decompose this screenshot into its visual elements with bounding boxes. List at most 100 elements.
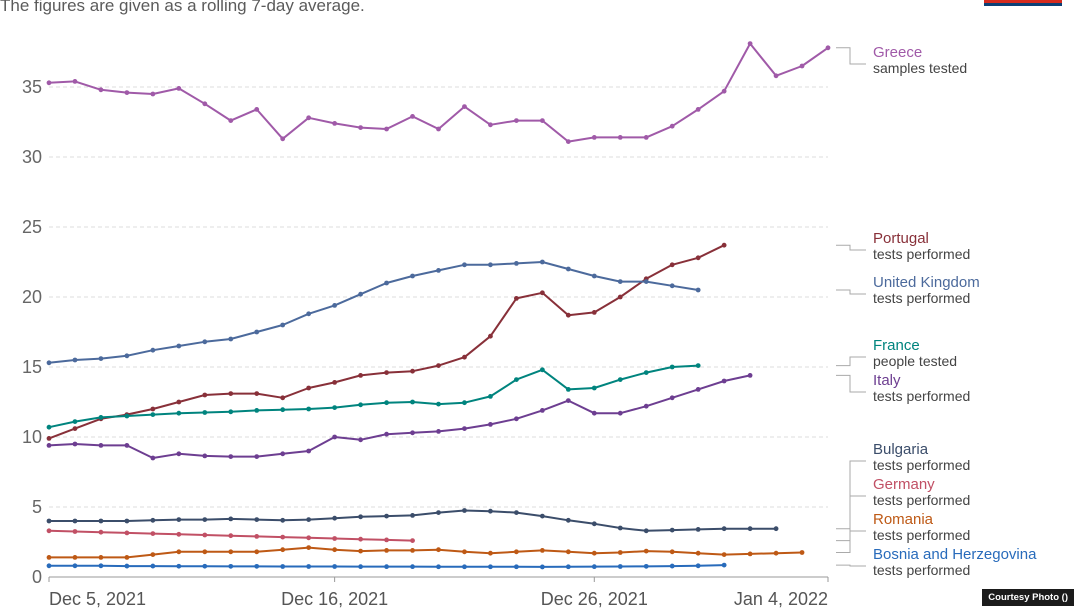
data-point bbox=[436, 401, 441, 407]
data-point bbox=[565, 266, 571, 272]
data-point bbox=[410, 273, 415, 279]
data-point bbox=[332, 380, 338, 385]
y-tick-label: 10 bbox=[22, 427, 42, 447]
data-point bbox=[591, 135, 597, 140]
legend-country-label: Bulgaria bbox=[873, 441, 929, 458]
data-point bbox=[46, 443, 52, 448]
data-point bbox=[358, 125, 363, 130]
data-point bbox=[254, 329, 260, 335]
data-point bbox=[410, 368, 415, 374]
legend-country-label: Bosnia and Herzegovina bbox=[873, 546, 1037, 563]
data-point bbox=[332, 434, 338, 440]
data-point bbox=[773, 73, 779, 79]
data-point bbox=[280, 451, 286, 457]
data-point bbox=[695, 255, 701, 261]
data-point bbox=[721, 552, 727, 557]
legend-connector bbox=[836, 244, 866, 251]
data-point bbox=[358, 291, 363, 297]
legend-country-label: United Kingdom bbox=[873, 274, 980, 291]
legend-metric-label: tests performed bbox=[873, 562, 970, 578]
legend-country-label: France bbox=[873, 337, 920, 354]
data-point bbox=[721, 378, 727, 384]
data-point bbox=[747, 373, 753, 378]
data-point bbox=[747, 41, 753, 46]
data-point bbox=[643, 370, 649, 375]
legend-metric-label: tests performed bbox=[873, 246, 970, 262]
x-axis-ticks: Dec 5, 2021 Dec 16, 2021 Dec 26, 2021 Jan 4… bbox=[48, 577, 829, 608]
data-point bbox=[332, 536, 338, 541]
series-line-italy bbox=[48, 374, 751, 459]
data-point bbox=[98, 518, 104, 524]
data-point bbox=[306, 517, 312, 522]
data-point bbox=[254, 391, 260, 396]
data-point bbox=[202, 563, 208, 569]
data-point bbox=[150, 563, 156, 569]
data-point bbox=[280, 407, 286, 413]
data-point bbox=[565, 312, 571, 318]
data-point bbox=[695, 387, 701, 392]
data-point bbox=[176, 517, 182, 522]
data-point bbox=[410, 513, 415, 518]
data-point bbox=[228, 391, 234, 396]
data-point bbox=[332, 547, 338, 553]
data-point bbox=[643, 548, 649, 554]
data-point bbox=[799, 63, 805, 69]
legend-connector bbox=[836, 564, 866, 567]
data-point bbox=[254, 517, 260, 522]
data-point bbox=[669, 395, 675, 401]
data-point bbox=[124, 555, 130, 560]
data-point bbox=[280, 395, 286, 401]
legend-metric-label: tests performed bbox=[873, 527, 970, 543]
data-point bbox=[98, 87, 104, 93]
data-point bbox=[669, 364, 675, 370]
data-point bbox=[72, 79, 78, 84]
data-point bbox=[591, 385, 597, 391]
data-point bbox=[669, 123, 675, 129]
data-point bbox=[72, 426, 78, 431]
data-point bbox=[306, 535, 312, 541]
data-point bbox=[176, 531, 182, 537]
data-point bbox=[384, 370, 389, 375]
gridlines bbox=[49, 86, 828, 578]
flag-stripe-white bbox=[984, 6, 1062, 9]
data-point bbox=[384, 564, 389, 570]
data-point bbox=[591, 550, 597, 556]
series-romania bbox=[46, 545, 805, 560]
data-point bbox=[254, 563, 260, 569]
legend-connector bbox=[836, 47, 866, 65]
data-point bbox=[150, 531, 156, 536]
data-point bbox=[46, 518, 52, 524]
data-point bbox=[514, 377, 519, 382]
data-point bbox=[228, 516, 234, 522]
data-point bbox=[617, 377, 623, 382]
series-bulgaria bbox=[46, 508, 779, 534]
photo-credit-badge: Courtesy Photo () bbox=[982, 589, 1074, 606]
data-point bbox=[176, 86, 182, 91]
y-tick-label: 35 bbox=[22, 77, 42, 97]
data-point bbox=[617, 550, 623, 555]
data-point bbox=[202, 532, 208, 538]
data-point bbox=[358, 402, 363, 408]
data-point bbox=[124, 518, 130, 524]
data-point bbox=[124, 443, 130, 448]
data-point bbox=[488, 394, 493, 399]
data-point bbox=[176, 399, 182, 405]
data-point bbox=[436, 268, 441, 273]
data-point bbox=[488, 422, 493, 427]
data-point bbox=[306, 406, 312, 412]
data-point bbox=[514, 549, 519, 555]
data-point bbox=[488, 333, 493, 339]
data-point bbox=[669, 563, 675, 569]
data-point bbox=[643, 403, 649, 409]
data-point bbox=[124, 90, 130, 95]
legend-metric-label: tests performed bbox=[873, 492, 970, 508]
data-point bbox=[150, 412, 156, 417]
data-point bbox=[228, 533, 234, 539]
data-point bbox=[565, 139, 571, 145]
data-point bbox=[332, 405, 338, 410]
data-point bbox=[124, 563, 130, 569]
data-point bbox=[124, 353, 130, 359]
data-point bbox=[669, 283, 675, 289]
